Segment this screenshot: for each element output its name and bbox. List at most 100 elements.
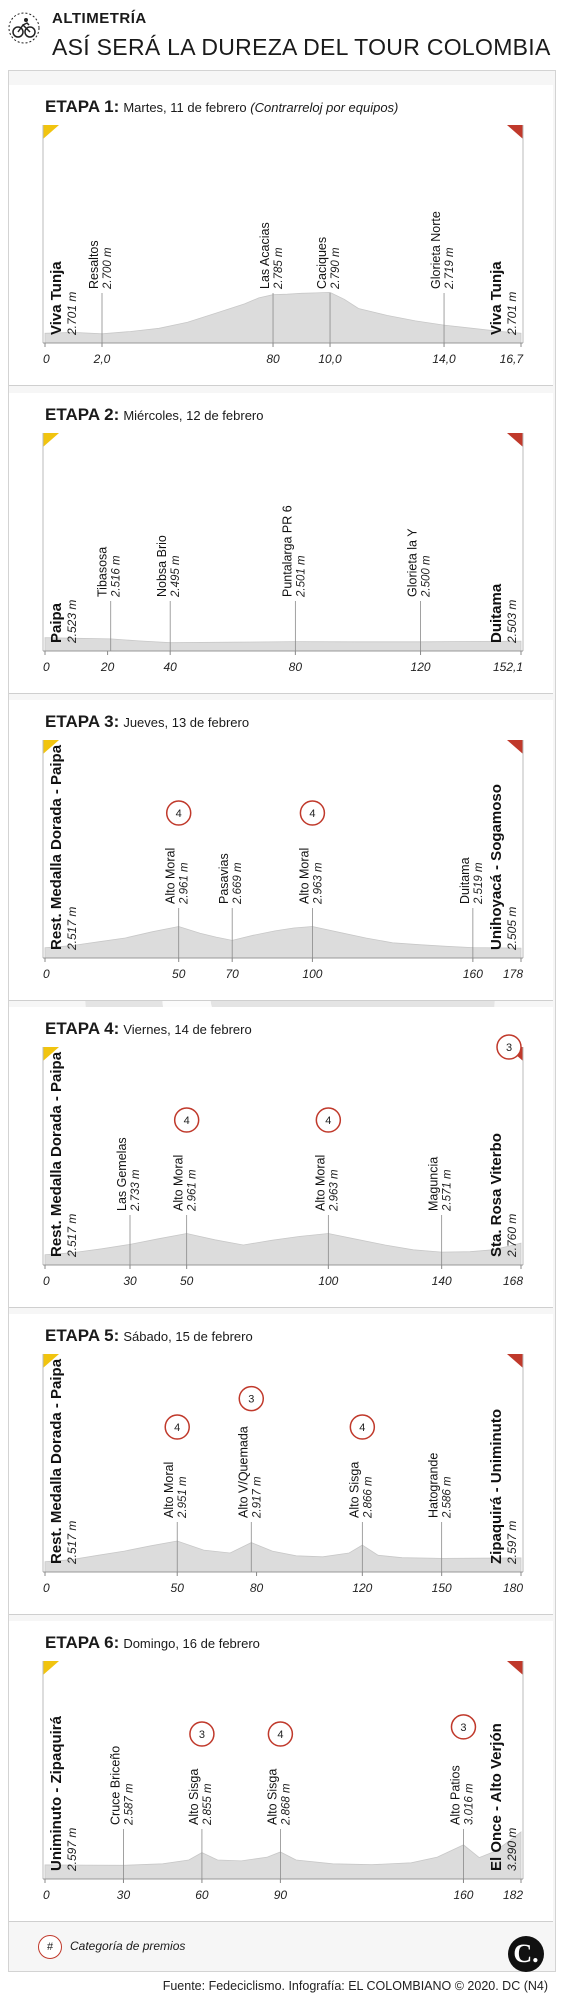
waypoint-altitude: 2.733 m: [130, 1169, 142, 1212]
start-point: Viva Tunja: [48, 261, 65, 335]
stage-heading: ETAPA 1: Martes, 11 de febrero (Contrarre…: [45, 97, 398, 117]
start-point-name: Uniminuto - Zipaquirá: [48, 1715, 65, 1871]
start-point-altitude: 2.701 m: [65, 292, 79, 336]
start-point-altitude-text: 2.701 m: [65, 292, 79, 336]
x-tick-label: 178: [503, 967, 523, 981]
stage-profile-chart: 0 50 80 120 150 180 Rest. Medalla Dorada - Pai…: [42, 1354, 524, 1595]
waypoint-name: Alto Sisga: [347, 1462, 361, 1518]
stage-number: ETAPA 5:: [45, 1326, 120, 1345]
waypoint-label: Cruce Briceño 2.587 m: [108, 1746, 135, 1826]
finish-point-altitude-text: 2.597 m: [505, 1521, 519, 1565]
stage-panel: ETAPA 2: Miércoles, 12 de febrero 0 20 40 80 1…: [9, 393, 553, 694]
waypoint-altitude: 2.855 m: [202, 1783, 214, 1826]
finish-flag-icon: [507, 1661, 523, 1675]
waypoint-altitude: 2.669 m: [232, 862, 244, 905]
category-badge-ring: [238, 1385, 265, 1412]
stage-number: ETAPA 1:: [45, 97, 120, 116]
x-tick-label: 30: [123, 1274, 137, 1288]
category-badge: 4: [174, 1422, 180, 1434]
waypoint-name: Alto Sisga: [265, 1769, 279, 1825]
x-tick-label: 30: [117, 1888, 131, 1902]
stage-date: Jueves, 13 de febrero: [123, 715, 250, 730]
category-badge-ring: [164, 1414, 190, 1440]
start-point-altitude: 2.597 m: [65, 1828, 79, 1872]
category-badge-ring: [173, 1107, 200, 1133]
start-point-name: Viva Tunja: [48, 261, 65, 335]
finish-category-badge: 3: [506, 1042, 512, 1054]
waypoint-label: Alto Sisga 2.868 m: [265, 1769, 292, 1826]
stage-panel: ETAPA 1: Martes, 11 de febrero (Contrarre…: [9, 85, 553, 386]
start-point: Rest. Medalla Dorada - Paipa: [48, 744, 65, 950]
waypoint-altitude: 2.571 m: [442, 1169, 454, 1212]
category-badge-ring: [165, 800, 192, 826]
finish-point-altitude: 2.597 m: [505, 1521, 519, 1565]
stage-profile-chart: 0 30 50 100 140 168 Rest. Medalla Dorada - Pai…: [42, 1034, 524, 1288]
finish-point-altitude-text: 2.503 m: [505, 600, 519, 644]
waypoint-name: Alto Moral: [162, 1462, 176, 1518]
category-badge: 4: [325, 1115, 331, 1127]
waypoint-altitude: 2.917 m: [251, 1476, 263, 1519]
waypoint-label: Duitama 2.519 m: [458, 857, 485, 905]
finish-point-name: Zipaquirá - Uniminuto: [488, 1409, 505, 1564]
start-flag-icon: [43, 1354, 59, 1368]
x-tick-label: 182: [503, 1888, 523, 1902]
start-point: Rest. Medalla Dorada - Paipa: [48, 1051, 65, 1257]
x-tick-label: 0: [43, 1888, 50, 1902]
finish-point-altitude: 2.760 m: [505, 1214, 519, 1258]
start-point-altitude: 2.517 m: [65, 907, 79, 951]
waypoint-altitude: 2.519 m: [473, 862, 485, 905]
finish-point-altitude-text: 3.290 m: [505, 1828, 519, 1871]
waypoint-label: Alto Moral 2.963 m: [297, 848, 324, 905]
stage-profile-chart: 0 30 60 90 160 182 Uniminuto - Zipaquirá 2.597 …: [42, 1661, 524, 1902]
waypoint-label: Maguncia 2.571 m: [427, 1157, 454, 1212]
stage-date: Domingo, 16 de febrero: [123, 1636, 260, 1651]
waypoint-label: Alto Sisga 2.866 m: [347, 1462, 374, 1519]
x-tick-label: 80: [289, 660, 303, 674]
waypoint-label: Alto V/Quemada 2.917 m: [236, 1426, 263, 1519]
elevation-profile-area: [44, 637, 522, 652]
category-badge: 3: [199, 1729, 205, 1741]
x-tick-label: 40: [164, 660, 178, 674]
elevation-profile-area: [44, 1233, 522, 1266]
waypoint-label: Tibasosa 2.516 m: [96, 547, 123, 598]
waypoint-name: Alto Moral: [313, 1155, 327, 1211]
x-tick-label: 120: [352, 1581, 372, 1595]
stage-profile-chart: 0 20 40 80 120 152,1 Paipa 2.523 m Duitama 2.503 …: [42, 433, 524, 674]
finish-point-altitude: 2.701 m: [505, 292, 519, 336]
x-tick-label: 160: [463, 967, 483, 981]
finish-point-name: Duitama: [488, 583, 505, 643]
waypoint-name: Alto Moral: [172, 1155, 186, 1211]
waypoint-name: Hatogrande: [427, 1453, 441, 1518]
start-point: Paipa: [48, 602, 65, 643]
finish-point: Viva Tunja: [488, 261, 505, 335]
stage-heading: ETAPA 2: Miércoles, 12 de febrero: [45, 405, 264, 425]
start-flag-icon: [43, 740, 59, 754]
waypoint-name: Cruce Briceño: [108, 1746, 122, 1825]
waypoint-altitude: 2.719 m: [444, 247, 456, 290]
x-tick-label: 16,7: [500, 352, 525, 366]
waypoint-label: Glorieta Norte 2.719 m: [429, 211, 456, 290]
waypoint-label: Alto Moral 2.961 m: [164, 848, 191, 905]
waypoint-altitude: 2.961 m: [179, 862, 191, 905]
x-tick-label: 120: [411, 660, 431, 674]
x-tick-label: 70: [226, 967, 240, 981]
category-badge: 3: [248, 1394, 254, 1406]
finish-flag-icon: [507, 433, 523, 447]
waypoint-name: Duitama: [458, 857, 472, 904]
x-tick-label: 0: [43, 967, 50, 981]
stage-note: (Contrarreloj por equipos): [250, 100, 399, 115]
start-point-name: Rest. Medalla Dorada - Paipa: [48, 1358, 65, 1564]
x-tick-label: 0: [43, 660, 50, 674]
waypoint-altitude: 2.500 m: [421, 555, 433, 598]
waypoint-label: Alto Patios 3.016 m: [448, 1765, 475, 1825]
source-credit: Fuente: Fedeciclismo. Infografía: EL COL…: [0, 1979, 562, 1993]
legend: # Categoría de premios: [36, 1930, 276, 1960]
start-flag-icon: [43, 1661, 59, 1675]
start-point-altitude: 2.517 m: [65, 1214, 79, 1258]
waypoint-name: Caciques: [315, 237, 329, 289]
x-tick-label: 50: [180, 1274, 194, 1288]
waypoint-label: Alto Moral 2.963 m: [313, 1155, 340, 1212]
finish-point-altitude: 2.505 m: [505, 907, 519, 951]
start-point-name: Rest. Medalla Dorada - Paipa: [48, 744, 65, 950]
waypoint-name: Tibasosa: [96, 547, 110, 597]
